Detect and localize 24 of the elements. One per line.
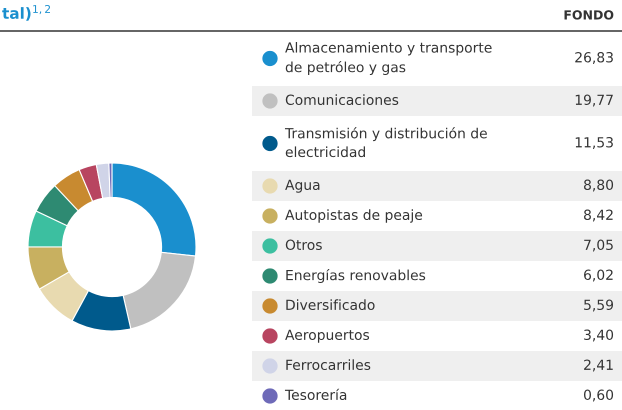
- legend-label: Almacenamiento y transporte de petróleo y gas: [285, 42, 492, 75]
- data-label: 7,05: [584, 240, 613, 252]
- legend-label: Ferrocarriles: [286, 359, 370, 370]
- data-label: 0,60: [584, 390, 614, 402]
- data-label: 26,83: [575, 52, 613, 64]
- data-label: 6,02: [584, 270, 613, 282]
- legend-title: FONDO: [564, 10, 614, 20]
- legend-label: Transmisión y distribución de electricidad: [284, 127, 487, 158]
- data-label: 8,80: [584, 180, 614, 192]
- legend-label: Diversificado: [286, 299, 375, 310]
- legend-label: Energías renovables: [286, 269, 426, 283]
- data-label: 8,42: [584, 210, 613, 222]
- legend-label: Agua: [285, 180, 320, 193]
- legend-label: Otros: [286, 240, 322, 250]
- data-label: 11,53: [576, 137, 613, 149]
- legend-label: Comunicaciones: [286, 94, 398, 106]
- legend-label: Autopistas de peaje: [285, 209, 422, 223]
- chart-title: tal)$^{1,2}$: [2, 4, 50, 21]
- legend-label: Tesorería: [284, 388, 346, 400]
- data-label: 3,40: [584, 330, 614, 342]
- data-label: 5,59: [584, 300, 614, 312]
- data-label: 19,77: [576, 94, 613, 106]
- data-label: 2,41: [584, 360, 613, 372]
- legend-label: Aeropuertos: [285, 330, 370, 343]
